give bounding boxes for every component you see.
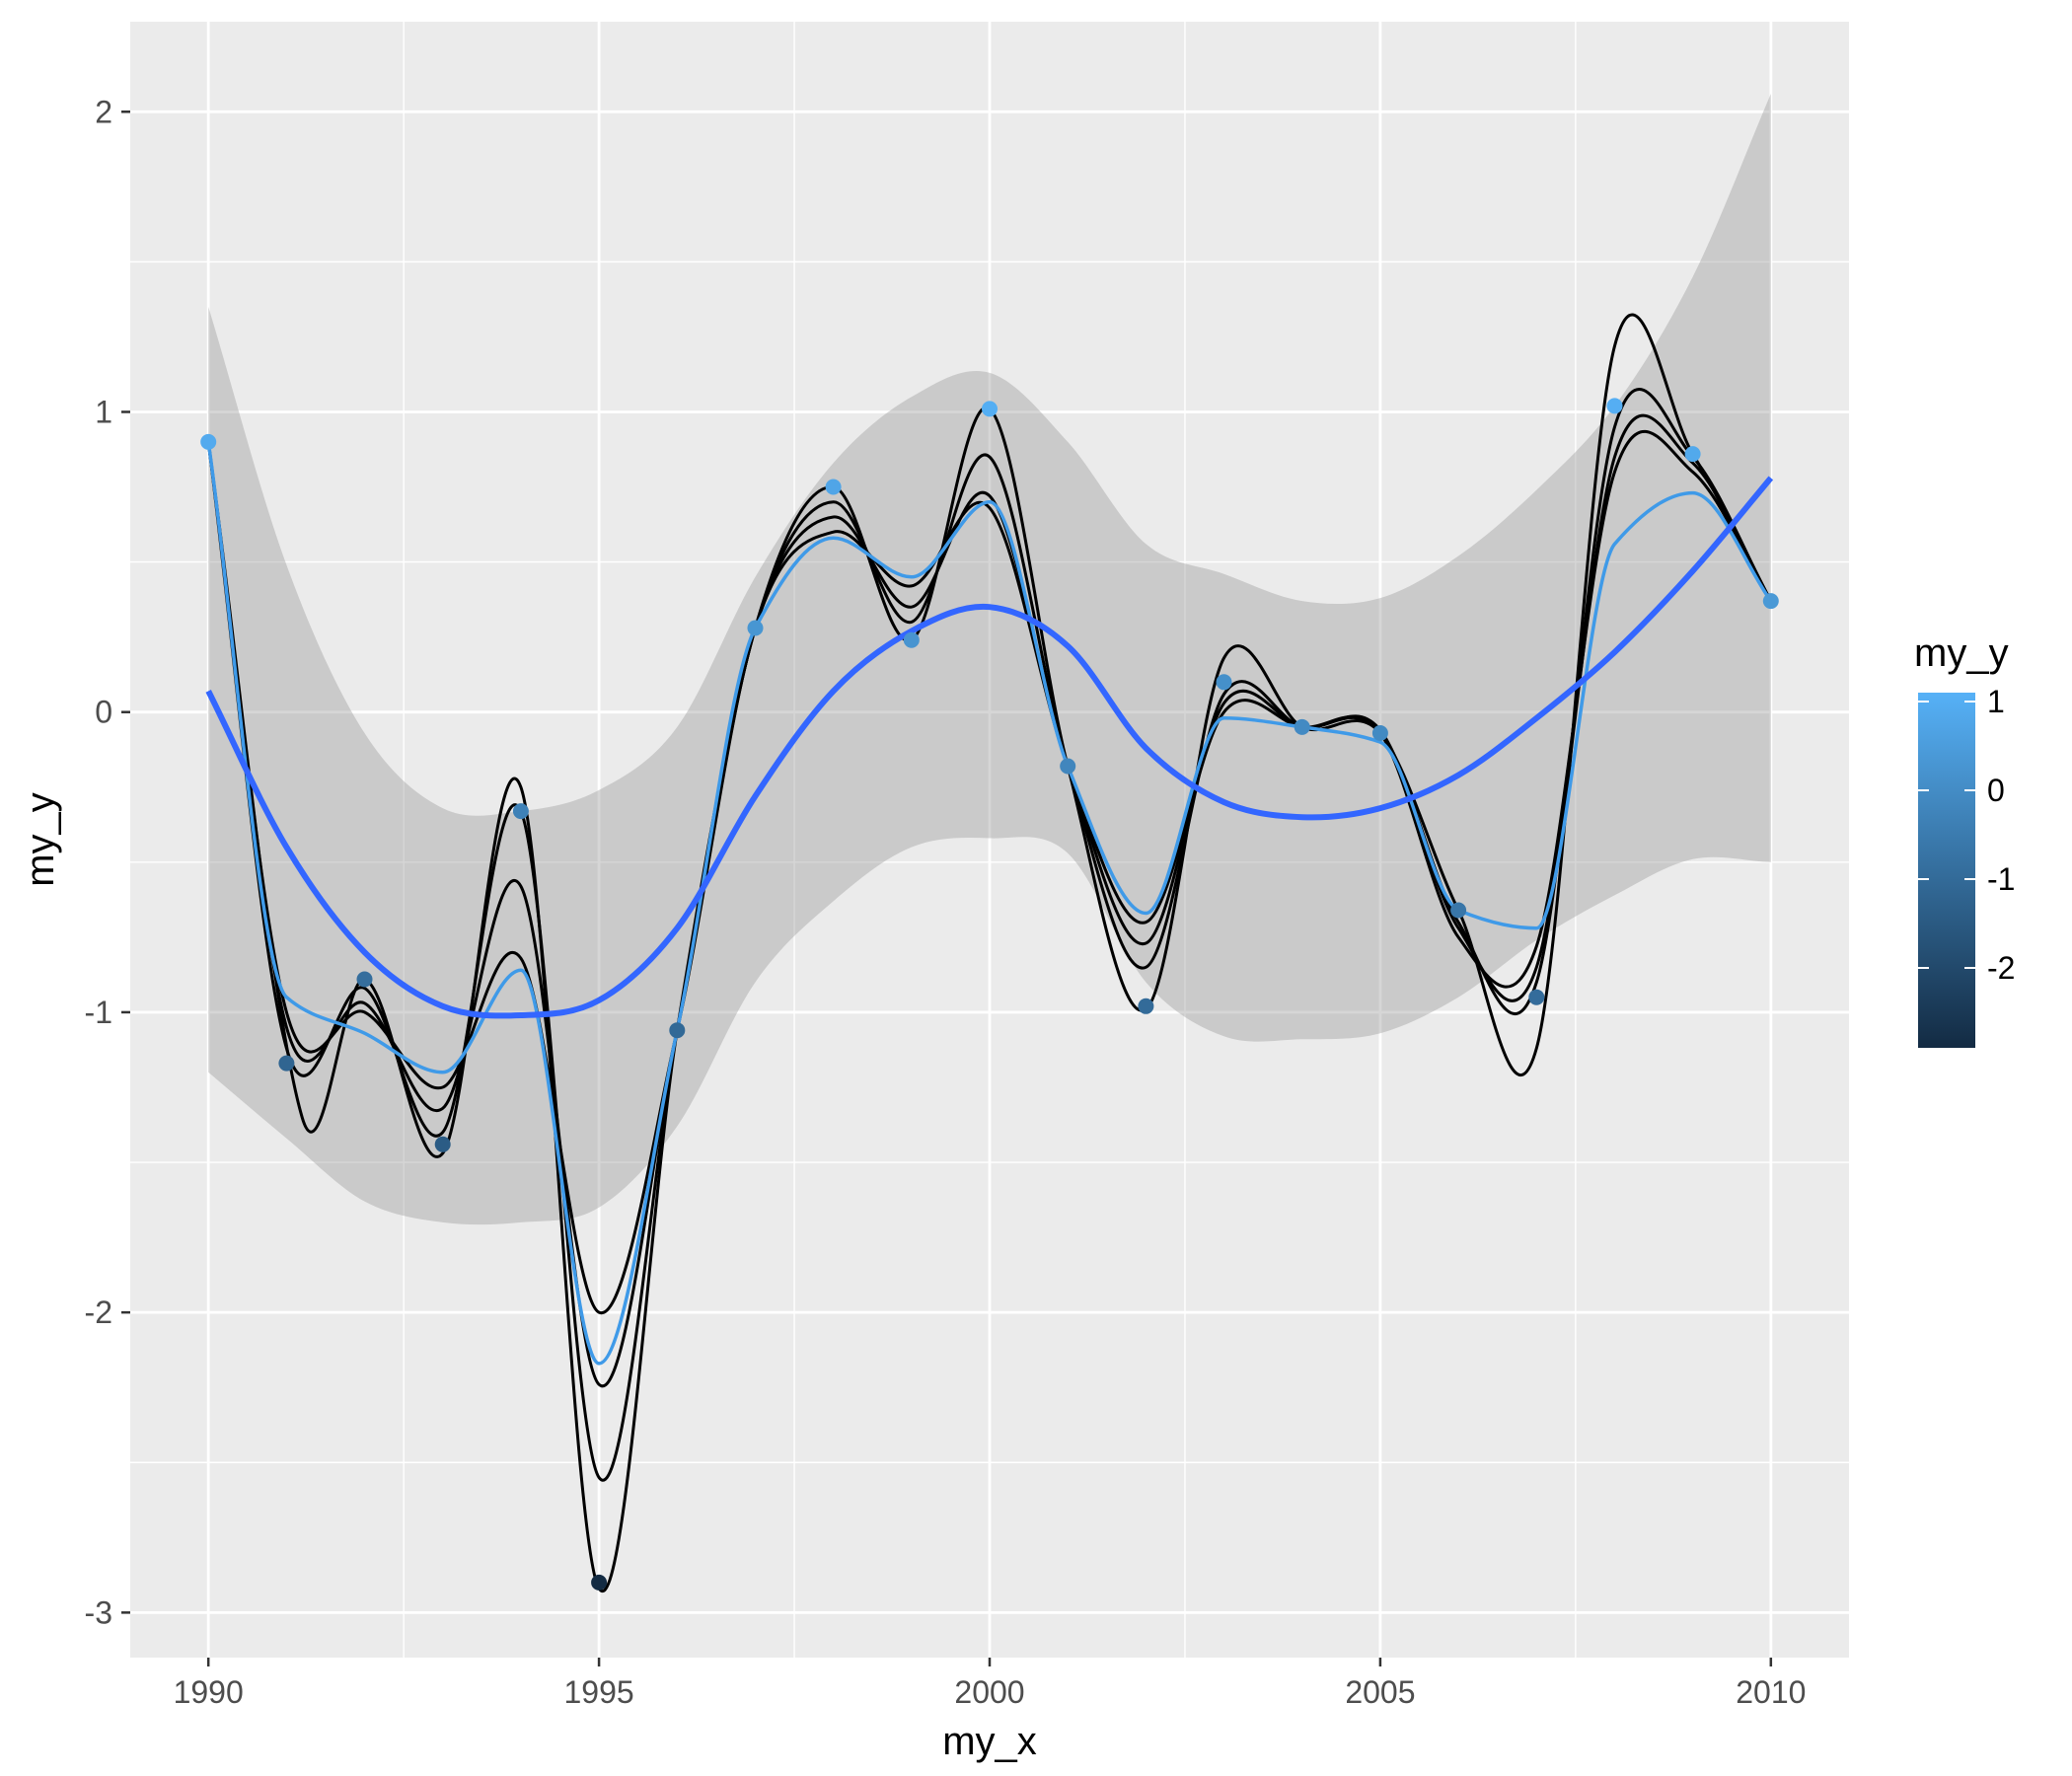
confidence-band <box>208 94 1771 1225</box>
data-point <box>1528 989 1545 1005</box>
data-point <box>825 479 842 495</box>
data-point <box>278 1055 295 1072</box>
y-tick-label: -3 <box>85 1594 112 1630</box>
y-tick-label: -1 <box>85 995 112 1030</box>
data-point <box>1371 725 1388 741</box>
data-point <box>747 620 764 636</box>
interpolation-line <box>206 413 1773 1388</box>
data-point <box>1450 902 1467 919</box>
y-tick-label: 2 <box>95 94 112 129</box>
legend: my_y 1 0 -1 -2 <box>1914 631 2015 1048</box>
x-tick-label: 2000 <box>954 1674 1024 1710</box>
spline-fit <box>206 441 1773 1366</box>
data-point <box>1762 593 1779 610</box>
data-point <box>512 803 529 820</box>
legend-label: -2 <box>1987 950 2015 986</box>
data-points <box>200 398 1779 1591</box>
interpolation-line <box>206 429 1773 1314</box>
data-point <box>1294 718 1310 735</box>
data-point <box>434 1136 451 1152</box>
data-point <box>356 971 373 988</box>
data-point <box>1216 674 1232 691</box>
y-axis-title: my_y <box>19 792 62 887</box>
x-tick-label: 2010 <box>1736 1674 1806 1710</box>
x-axis-title: my_x <box>942 1720 1037 1763</box>
legend-title: my_y <box>1914 631 2009 675</box>
legend-label: 0 <box>1987 773 2005 808</box>
confidence-band-area <box>208 94 1771 1225</box>
data-point <box>1606 398 1623 414</box>
data-point <box>982 401 998 417</box>
smooth-line-path <box>205 476 1774 1019</box>
data-point <box>1138 998 1154 1014</box>
axes: 1990 1995 2000 2005 2010 -3 -2 -1 0 1 2 <box>85 94 1807 1710</box>
x-tick-label: 1995 <box>563 1674 633 1710</box>
legend-label: 1 <box>1987 684 2005 719</box>
y-tick-label: -2 <box>85 1295 112 1330</box>
legend-ticks: 1 0 -1 -2 <box>1918 684 2015 986</box>
data-point <box>1060 758 1076 775</box>
x-tick-label: 2005 <box>1345 1674 1415 1710</box>
legend-colorbar <box>1918 693 1975 1048</box>
legend-label: -1 <box>1987 861 2015 897</box>
data-point <box>669 1022 686 1039</box>
x-tick-label: 1990 <box>174 1674 244 1710</box>
y-tick-label: 1 <box>95 394 112 429</box>
data-point <box>903 631 920 648</box>
data-point <box>200 433 217 450</box>
data-point <box>591 1574 608 1591</box>
smooth-line <box>205 476 1774 1019</box>
data-point <box>1684 446 1701 463</box>
interpolation-line <box>206 388 1773 1482</box>
y-tick-label: 0 <box>95 695 112 730</box>
spline-fit-line <box>206 441 1773 1366</box>
